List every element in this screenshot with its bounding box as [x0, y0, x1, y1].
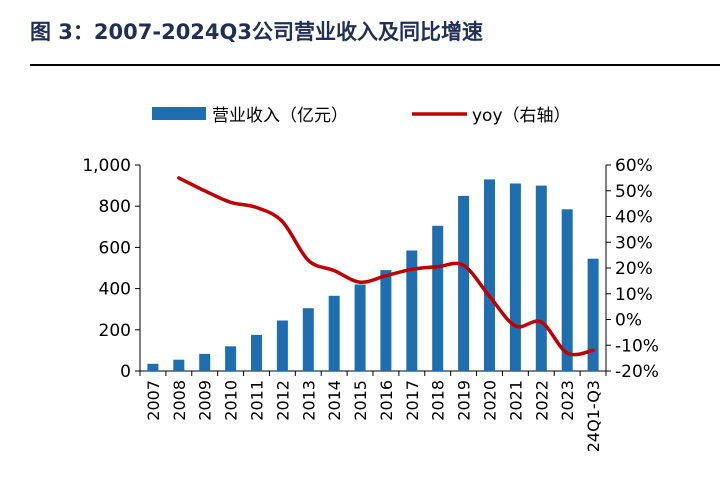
y-left-tick-label: 600 — [99, 238, 131, 258]
y-left-tick-label: 0 — [120, 362, 131, 382]
x-tick-label: 2021 — [506, 380, 525, 421]
x-tick-label: 2022 — [532, 380, 551, 421]
x-tick-label: 2008 — [170, 380, 189, 421]
legend: 营业收入（亿元） yoy（右轴） — [152, 106, 571, 126]
legend-bar-swatch — [152, 107, 206, 120]
x-tick-label: 2012 — [273, 380, 292, 421]
revenue-bar — [302, 308, 314, 371]
revenue-bar — [561, 209, 573, 371]
y-right-tick-label: 60% — [615, 156, 653, 176]
figure-title: 图 3：2007-2024Q3公司营业收入及同比增速 — [30, 20, 483, 44]
revenue-bar — [354, 284, 366, 371]
y-right-tick-label: -10% — [615, 336, 659, 356]
x-tick-label: 2009 — [196, 380, 215, 421]
revenue-bar — [276, 320, 288, 371]
y-left-tick-label: 400 — [99, 280, 131, 300]
x-tick-label: 2007 — [144, 380, 163, 421]
revenue-bar — [225, 346, 237, 371]
revenue-bar — [535, 185, 547, 371]
y-left-tick-label: 200 — [99, 321, 131, 341]
yoy-line — [177, 176, 595, 357]
y-right-tick-label: 20% — [615, 259, 653, 279]
revenue-bars — [147, 179, 599, 371]
x-tick-label: 2010 — [222, 380, 241, 421]
revenue-bar — [587, 258, 599, 371]
x-tick-label: 2016 — [377, 380, 396, 421]
revenue-bar — [173, 359, 185, 371]
revenue-bar — [458, 195, 470, 371]
revenue-bar — [406, 250, 418, 371]
axes — [135, 164, 611, 376]
x-tick-label: 2018 — [429, 380, 448, 421]
y-right-tick-label: 0% — [615, 311, 642, 331]
x-tick-label: 2017 — [403, 380, 422, 421]
y-right-tick-label: -20% — [615, 362, 659, 382]
y-right-tick-label: 10% — [615, 285, 653, 305]
y-right-tick-label: 40% — [615, 208, 653, 228]
revenue-bar — [432, 225, 444, 371]
revenue-bar — [484, 179, 495, 371]
legend-line-label: yoy（右轴） — [472, 106, 571, 126]
x-tick-label: 2013 — [299, 380, 318, 421]
revenue-bar — [380, 270, 392, 371]
title-rule — [30, 64, 720, 66]
yoy-line-layer — [177, 176, 595, 357]
revenue-bar — [147, 363, 159, 371]
legend-bar-label: 营业收入（亿元） — [212, 106, 348, 126]
revenue-bar — [251, 334, 262, 371]
x-tick-label: 2014 — [325, 380, 344, 421]
y-right-tick-label: 30% — [615, 233, 653, 253]
revenue-bar — [328, 295, 340, 371]
y-left-tick-label: 800 — [99, 197, 131, 217]
revenue-bar — [199, 353, 211, 371]
x-tick-label: 2019 — [455, 380, 474, 421]
x-tick-label: 2023 — [558, 380, 577, 421]
x-tick-label: 2020 — [481, 380, 500, 421]
y-right-tick-label: 50% — [615, 182, 653, 202]
y-left-tick-label: 1,000 — [82, 156, 131, 176]
revenue-bar — [509, 183, 521, 371]
x-tick-label: 24Q1-Q3 — [584, 380, 603, 452]
x-tick-label: 2015 — [351, 380, 370, 421]
tick-labels: 0 200 400 600 800 1,000 -20% -10% 0% 10% 20% 30% 40%… — [82, 156, 659, 452]
x-tick-label: 2011 — [248, 380, 267, 421]
